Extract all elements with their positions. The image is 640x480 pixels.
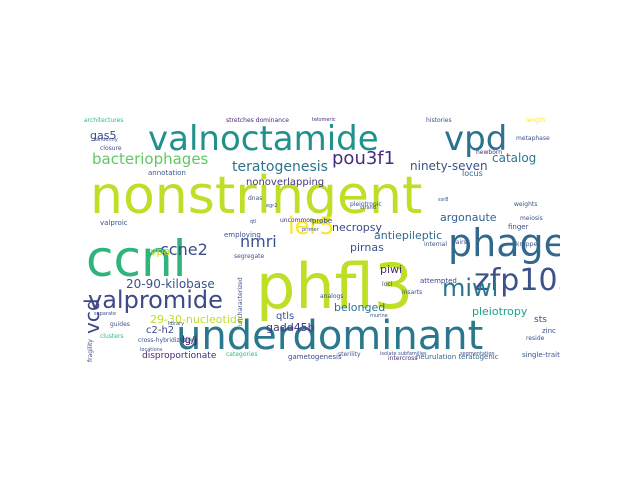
word-antiepileptic: antiepileptic bbox=[374, 229, 443, 242]
word-pleiotropic: pleiotropic bbox=[350, 201, 382, 208]
word-valnoctamide: valnoctamide bbox=[148, 119, 379, 159]
word-zfp105: zfp105 bbox=[474, 263, 560, 298]
word-segregate: segregate bbox=[234, 253, 265, 260]
word-loci: loci bbox=[382, 281, 393, 288]
word-phfl3: phfl3 bbox=[256, 250, 414, 323]
word-analogs: analogs bbox=[320, 293, 344, 300]
word-isolate: isolate subfamilies bbox=[380, 351, 427, 357]
word-dnas: dnas bbox=[248, 195, 263, 202]
word-reside: reside bbox=[526, 335, 545, 342]
word-library: library bbox=[168, 321, 185, 327]
word-telomeric: telomeric bbox=[312, 117, 336, 123]
word-internal: internal bbox=[424, 241, 448, 248]
word-nonoverlapping: nonoverlapping bbox=[246, 177, 325, 188]
word-pirnas: pirnas bbox=[350, 241, 384, 254]
word-annotation: annotation bbox=[148, 169, 186, 177]
word-meiosis: meiosis bbox=[520, 215, 543, 222]
word-singletrait: single-trait bbox=[522, 351, 560, 359]
word-catalog: catalog bbox=[492, 151, 537, 165]
word-kruppel: kruppel bbox=[516, 241, 539, 248]
word-intercross: intercross bbox=[388, 355, 418, 362]
word-clusters: clusters bbox=[100, 333, 124, 340]
word-vpd: vpd bbox=[444, 119, 508, 159]
word-attempted: attempted bbox=[420, 277, 457, 285]
word-belonged: belonged bbox=[334, 301, 386, 314]
word-fragility: fragility bbox=[87, 339, 94, 362]
word-vpa: vpa bbox=[150, 245, 171, 258]
word-dispro: disproportionate bbox=[142, 351, 217, 361]
word-qtl: qtl bbox=[250, 219, 257, 225]
word-metaphase: metaphase bbox=[516, 135, 550, 142]
word-ccne2: ccne2 bbox=[160, 240, 208, 259]
word-length: length bbox=[526, 117, 546, 124]
word-employing: employing bbox=[224, 231, 261, 239]
word-sterility: sterility bbox=[338, 351, 361, 358]
word-bacteriophages: bacteriophages bbox=[92, 150, 209, 168]
word-primer: primer bbox=[302, 227, 319, 233]
word-segmentation: segmentation bbox=[460, 351, 495, 357]
word-necropsy: necropsy bbox=[332, 221, 383, 234]
word-ninety-seven: ninety-seven bbox=[410, 159, 488, 173]
word-cross: cross-hybridization bbox=[138, 337, 195, 344]
word-nonstringent: nonstringent bbox=[90, 166, 423, 226]
word-architectures: architectures bbox=[84, 117, 124, 124]
word-underdominant: underdominant bbox=[176, 313, 484, 359]
word-ccnl: ccnl bbox=[86, 230, 187, 288]
word-valproic: valproic bbox=[100, 219, 128, 227]
word-argonaute: argonaute bbox=[440, 211, 497, 224]
word-egr2: egr2 bbox=[266, 203, 278, 209]
word-tandemly: tandemly bbox=[94, 137, 118, 143]
word-gadd45b: gadd45b bbox=[266, 321, 315, 334]
word-weights: weights bbox=[514, 201, 538, 208]
word-pou3f1: pou3f1 bbox=[332, 148, 396, 169]
word-nmri: nmri bbox=[240, 232, 277, 251]
word-kb: 20-90-kilobase bbox=[126, 277, 215, 291]
word-gas5: gas5 bbox=[90, 129, 117, 142]
word-pairs: pairs bbox=[452, 239, 467, 246]
word-sts: sts bbox=[534, 315, 547, 325]
word-guides: guides bbox=[110, 321, 130, 328]
word-lgj: lg/j bbox=[182, 335, 198, 346]
word-categories: categories bbox=[226, 351, 258, 358]
word-neurulation: neurulation teratogenic bbox=[416, 353, 499, 361]
word-insarts: insarts bbox=[402, 289, 423, 296]
word-finger: finger bbox=[508, 223, 529, 231]
word-stretches: stretches dominance bbox=[226, 117, 289, 124]
word-pleiotropy: pleiotropy bbox=[472, 305, 528, 318]
word-nt: 29-30-nucleotide bbox=[150, 313, 244, 326]
word-separate: separate bbox=[94, 311, 117, 317]
word-histories: histories bbox=[426, 117, 452, 124]
word-gameto: gametogenesis bbox=[288, 353, 342, 361]
word-ssr8: ssr8 bbox=[438, 197, 449, 203]
word-closure: closure bbox=[100, 145, 122, 152]
word-cloud: nonstringent phfl3 ccnl underdominant valnoc… bbox=[80, 116, 560, 366]
word-probe: probe bbox=[312, 217, 333, 225]
word-strand: strand bbox=[360, 205, 377, 211]
word-phage: phage bbox=[448, 221, 560, 265]
word-c2h2: c2-h2 bbox=[146, 325, 175, 336]
word-piwi: piwi bbox=[380, 263, 403, 276]
word-uncommon: uncommon bbox=[280, 217, 314, 224]
word-teratogenesis: teratogenesis bbox=[232, 159, 328, 175]
word-locus: locus bbox=[462, 169, 483, 178]
word-newborn: newborn bbox=[476, 149, 503, 156]
word-miwi: miwi bbox=[442, 274, 499, 302]
word-zinc: zinc bbox=[542, 327, 556, 335]
word-ier5: ier5 bbox=[288, 212, 335, 240]
word-characterized: uncharacterized bbox=[237, 277, 244, 326]
word-qtls: qtls bbox=[276, 311, 295, 322]
word-locations: locations bbox=[140, 347, 163, 353]
word-valpromide: valpromide bbox=[88, 286, 223, 314]
word-murine: murine bbox=[370, 313, 388, 319]
